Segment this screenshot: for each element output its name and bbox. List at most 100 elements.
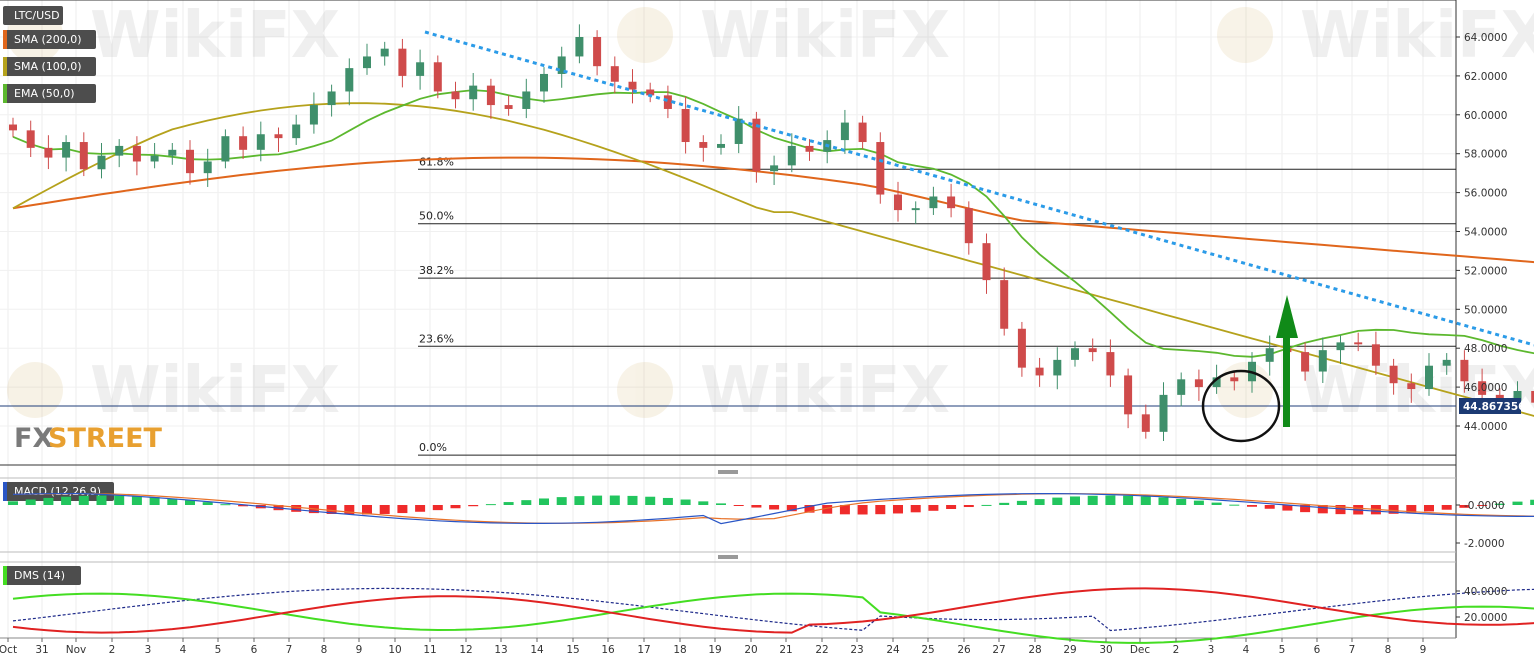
sma-100-line: [12, 102, 1534, 417]
candle-body: [1194, 379, 1203, 388]
arrow-up-icon: [1276, 295, 1298, 427]
date-tick-label: 6: [1314, 644, 1321, 656]
candle: [911, 201, 920, 224]
candle-body: [1106, 352, 1115, 376]
legend-tag-swatch: [3, 30, 7, 49]
candle-body: [1478, 381, 1487, 395]
current-price-badge: 44.867356: [1459, 398, 1525, 414]
candle-body: [1442, 359, 1451, 366]
candle: [1389, 358, 1398, 395]
macd-histogram-bar: [415, 505, 426, 512]
current-price-label: 44.867356: [1463, 401, 1525, 413]
candle: [1531, 390, 1534, 403]
candle-body: [646, 89, 655, 96]
macd-histogram-bar: [326, 505, 337, 514]
macd-histogram-bar: [963, 505, 974, 508]
candle: [894, 181, 902, 222]
macd-histogram-bar: [716, 503, 726, 505]
macd-histogram-bar: [220, 504, 231, 506]
candle-body: [858, 122, 867, 143]
candle: [97, 143, 106, 179]
legend-tag-label: SMA (200,0): [14, 33, 82, 46]
candle-body: [97, 155, 106, 170]
candle-body: [309, 105, 318, 125]
macd-histogram-bar: [450, 505, 461, 509]
candle: [221, 129, 230, 169]
dms-tag[interactable]: DMS (14): [3, 566, 81, 585]
candle-body: [469, 85, 478, 100]
legend-tag[interactable]: LTC/USD: [3, 6, 63, 25]
candle: [44, 135, 53, 170]
macd-histogram-bar: [857, 505, 868, 515]
candle-body: [486, 85, 495, 106]
macd-histogram-bar: [556, 497, 567, 505]
candle-body: [9, 124, 17, 131]
macd-histogram-bar: [1424, 505, 1434, 512]
macd-panel: MACD (12,26,9) -0.0000 -2.0000: [3, 482, 1534, 550]
candle-body: [593, 37, 602, 67]
date-tick-label: 18: [673, 644, 686, 656]
legend-tag-bg: [3, 6, 63, 25]
candle-body: [380, 48, 389, 57]
dms-plus-di-line: [12, 592, 1534, 644]
macd-histogram-bar: [769, 505, 780, 510]
candle-body: [1141, 414, 1150, 432]
candle-body: [1531, 390, 1534, 403]
macd-histogram-bar: [1123, 495, 1134, 505]
dms-tag-label: DMS (14): [14, 569, 65, 582]
date-tick-label: 22: [815, 644, 828, 656]
candle-body: [770, 165, 779, 172]
candle-body: [1301, 352, 1310, 372]
date-tick-label: 24: [886, 644, 900, 656]
macd-histogram-bar: [1034, 499, 1045, 505]
date-tick-label: 17: [637, 644, 650, 656]
candle-body: [1088, 348, 1097, 353]
macd-histogram-bar: [1176, 498, 1187, 505]
candle-body: [787, 145, 796, 166]
date-tick-label: 15: [566, 644, 579, 656]
candle: [469, 72, 478, 111]
candle-body: [433, 62, 442, 92]
macd-histogram-bar: [78, 495, 89, 505]
date-tick-label: 16: [601, 644, 615, 656]
watermark-logo-icon: [617, 362, 673, 418]
candle: [663, 85, 672, 119]
legend-tag[interactable]: SMA (200,0): [3, 30, 96, 49]
watermark-text: WikiFX: [1300, 354, 1534, 428]
legend-tag[interactable]: SMA (100,0): [3, 57, 96, 76]
logo-fx: FX: [14, 423, 53, 454]
candle-body: [1495, 394, 1504, 401]
candle-body: [274, 134, 283, 139]
resize-handle[interactable]: [718, 555, 738, 559]
candle: [345, 58, 354, 106]
legend-tag[interactable]: EMA (50,0): [3, 84, 96, 103]
candle-body: [734, 118, 743, 144]
candle: [1053, 347, 1062, 390]
macd-histogram-bar: [1140, 496, 1151, 505]
candle-body: [398, 48, 407, 76]
date-tick-label: 25: [921, 644, 934, 656]
watermark-text: WikiFX: [90, 354, 340, 428]
candle: [717, 134, 725, 155]
resize-handle[interactable]: [718, 470, 738, 474]
macd-histogram-bar: [1193, 500, 1204, 505]
candle: [1460, 350, 1469, 393]
date-tick-label: 7: [1349, 644, 1356, 656]
candle: [486, 78, 495, 119]
date-tick-label: 5: [215, 644, 222, 656]
arrow-shaft: [1283, 335, 1290, 427]
candle: [168, 143, 177, 165]
dms-adx-line: [12, 587, 1534, 632]
macd-tag-label: MACD (12,26,9): [14, 485, 101, 498]
macd-histogram-bar: [1388, 505, 1399, 514]
candle-body: [1336, 342, 1345, 351]
macd-histogram-bar: [698, 501, 709, 505]
date-tick-label: 8: [1385, 644, 1392, 656]
legend-tag-bg: [3, 30, 96, 49]
candle-body: [1000, 280, 1009, 329]
macd-histogram-bar: [875, 505, 886, 515]
